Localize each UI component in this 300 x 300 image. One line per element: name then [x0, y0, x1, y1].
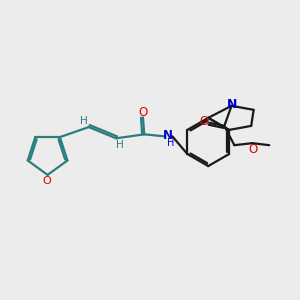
- Text: N: N: [227, 98, 237, 111]
- Text: O: O: [248, 143, 257, 156]
- Text: H: H: [116, 140, 124, 150]
- Text: H: H: [167, 138, 174, 148]
- Text: H: H: [80, 116, 88, 126]
- Text: O: O: [200, 115, 209, 128]
- Text: N: N: [163, 129, 172, 142]
- Text: O: O: [138, 106, 148, 119]
- Text: O: O: [43, 176, 52, 185]
